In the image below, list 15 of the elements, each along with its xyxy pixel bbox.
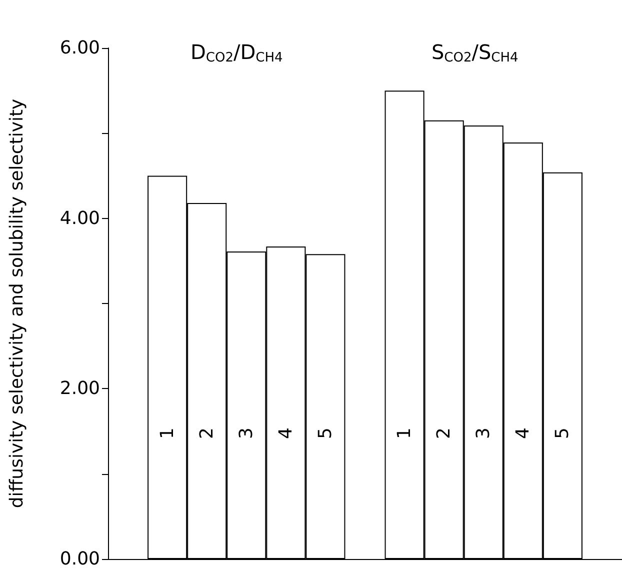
x-tick-label: 3: [236, 428, 257, 439]
x-tick-label: 1: [156, 428, 178, 439]
y-tick-label: 0.00: [60, 548, 100, 570]
x-tick-label: 1: [394, 428, 416, 439]
y-tick-label: 4.00: [60, 208, 100, 229]
x-tick-label: 2: [196, 428, 218, 439]
y-tick-label: 6.00: [60, 38, 100, 58]
x-tick-label: 5: [314, 428, 336, 439]
x-tick-label: 4: [275, 428, 296, 439]
y-tick-label: 2.00: [60, 378, 100, 400]
x-tick-label: 5: [552, 428, 574, 439]
x-tick-label: 2: [434, 428, 455, 439]
y-axis-title: diffusivity selectivity and solubility selectivity: [6, 98, 28, 508]
x-tick-label: 3: [473, 428, 494, 439]
x-tick-label: 4: [512, 428, 534, 439]
